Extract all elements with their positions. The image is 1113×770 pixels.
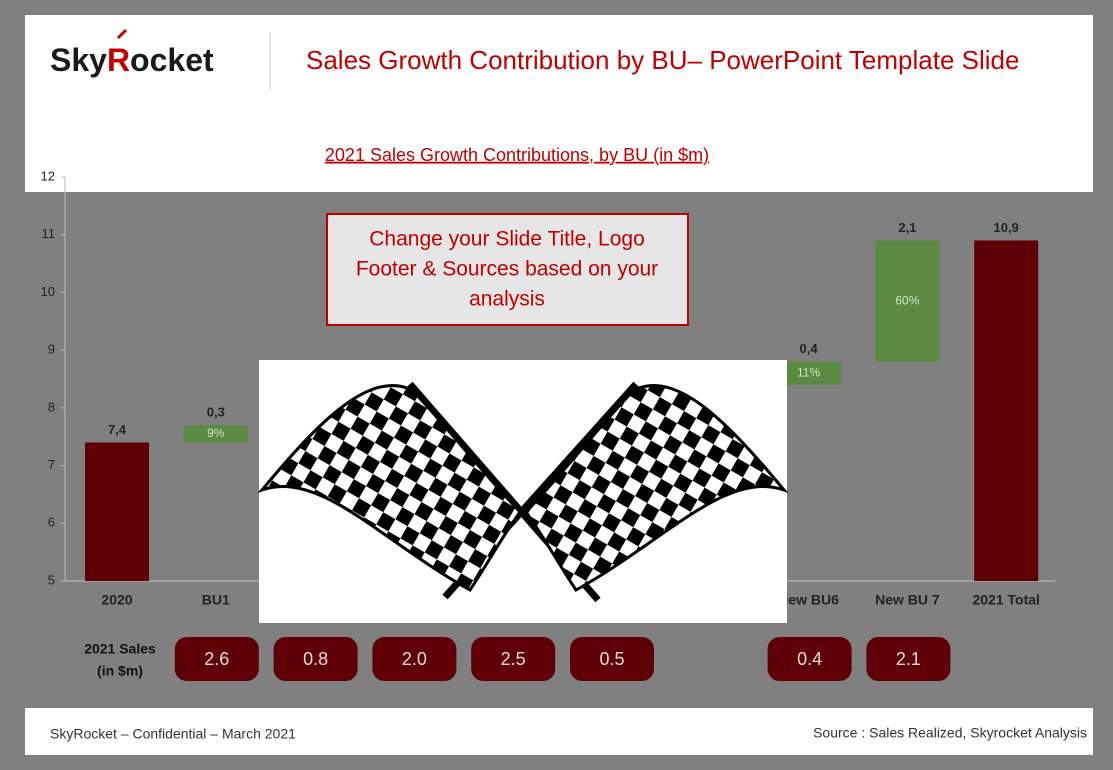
footer-panel	[25, 708, 1093, 755]
y-tick-label: 10	[41, 284, 55, 299]
sales-label: 2021 Sales	[84, 641, 156, 657]
y-tick-label: 12	[41, 168, 55, 183]
flag-image	[257, 360, 789, 623]
share-label: 9%	[207, 426, 225, 440]
footer-right: Source : Sales Realized, Skyrocket Analy…	[813, 725, 1087, 741]
x-tick-label: 2020	[101, 592, 132, 608]
logo: SkyRocket	[50, 42, 214, 78]
header-panel	[25, 15, 1093, 192]
value-label: 7,4	[108, 422, 127, 437]
y-tick-label: 5	[48, 572, 55, 587]
sales-value: 0.8	[303, 649, 328, 669]
callout-line: Footer & Sources based on your	[356, 258, 658, 281]
x-tick-label: BU1	[202, 592, 230, 608]
chart-title: 2021 Sales Growth Contributions, by BU (…	[325, 145, 709, 165]
sales-value: 2.5	[501, 649, 526, 669]
bar	[183, 425, 248, 443]
bar	[875, 240, 940, 362]
share-label: 60%	[895, 293, 919, 307]
x-tick-label: New BU 7	[875, 592, 940, 608]
callout-box	[326, 213, 689, 326]
sales-box	[866, 637, 951, 681]
sales-box	[174, 637, 259, 681]
sales-box	[471, 637, 556, 681]
callout-line: analysis	[469, 288, 545, 311]
callout-line: Change your Slide Title, Logo	[369, 228, 645, 251]
value-label: 2,1	[898, 220, 916, 235]
value-label: 0,4	[800, 341, 819, 356]
value-label: 10,9	[994, 220, 1019, 235]
sales-value: 0.4	[797, 649, 822, 669]
logo-accent	[116, 28, 128, 40]
sales-box	[570, 637, 654, 681]
y-tick-label: 9	[48, 342, 55, 357]
x-tick-label: 2021 Total	[972, 592, 1039, 608]
sales-value: 2.0	[402, 649, 427, 669]
bar	[974, 240, 1039, 581]
footer-left: SkyRocket – Confidential – March 2021	[50, 726, 296, 742]
callout: Change your Slide Title, Logo Footer & So…	[356, 228, 658, 311]
y-tick-label: 6	[48, 515, 55, 530]
sales-box	[767, 637, 852, 681]
y-tick-label: 8	[48, 399, 55, 414]
slide-title: Sales Growth Contribution by BU– PowerPo…	[306, 45, 1019, 75]
sales-label: (in $m)	[97, 663, 143, 679]
y-tick-label: 11	[42, 226, 56, 241]
bar	[776, 361, 841, 385]
x-tick-label: New BU6	[778, 592, 839, 608]
sales-box	[273, 637, 358, 681]
sales-row: 2021 Sales (in $m) 2.6 0.8 2.0 2.5 0.5 0.4 2.1	[84, 637, 951, 681]
sales-value: 2.1	[896, 649, 921, 669]
y-tick-label: 7	[48, 457, 55, 472]
sales-value: 0.5	[599, 649, 624, 669]
value-label: 0,3	[207, 405, 225, 420]
sales-value: 2.6	[204, 649, 229, 669]
bar	[85, 442, 149, 581]
share-label: 11%	[797, 365, 820, 379]
chart: 5 6 7 8 9 10 11 12 7,4 10,9 0,3 9% 2,1 60% 0,4 11% 2020 B…	[41, 168, 1055, 608]
sales-box	[372, 637, 457, 681]
